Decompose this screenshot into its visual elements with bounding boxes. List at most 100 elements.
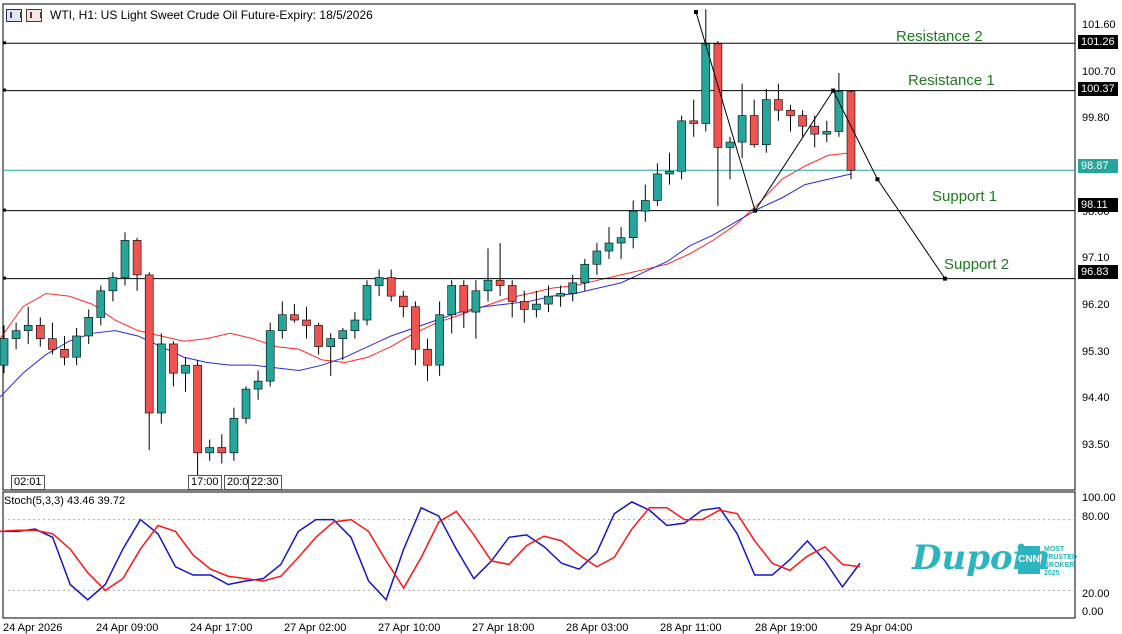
time-label: 29 Apr 04:00 xyxy=(850,622,913,634)
bear-candle xyxy=(519,301,529,310)
tagline-line: 2025 xyxy=(1044,570,1060,577)
chart-window-icon[interactable] xyxy=(6,8,22,22)
time-label: 28 Apr 11:00 xyxy=(660,622,722,634)
bear-candle xyxy=(749,115,759,146)
support-2-price: 96.83 xyxy=(1078,265,1118,279)
chart-title: WTI, H1: US Light Sweet Crude Oil Future… xyxy=(50,8,373,22)
bull-candle xyxy=(253,380,263,390)
projection-point xyxy=(875,177,880,182)
bear-candle xyxy=(48,338,57,350)
badge-tagline: MOST TRUSTED BROKER 2025 xyxy=(1044,546,1077,578)
level-anchor xyxy=(3,276,6,280)
bull-candle xyxy=(277,314,287,331)
bull-candle xyxy=(737,115,747,143)
price-tick: 101.60 xyxy=(1082,19,1116,31)
bull-candle xyxy=(72,335,81,358)
bear-candle xyxy=(144,274,154,414)
bear-candle xyxy=(798,115,807,127)
time-label: 28 Apr 19:00 xyxy=(755,622,818,634)
bull-candle xyxy=(761,99,771,146)
bear-candle xyxy=(60,348,69,358)
bear-candle xyxy=(495,279,505,286)
level-anchor xyxy=(3,208,6,212)
stoch-tick: 100.00 xyxy=(1082,492,1116,504)
bear-candle xyxy=(459,285,469,313)
bear-candle xyxy=(411,306,420,350)
projection-point xyxy=(753,208,758,213)
bear-candle xyxy=(507,285,517,302)
bull-candle xyxy=(447,285,457,316)
bull-candle xyxy=(628,210,638,239)
bull-candle xyxy=(350,319,360,331)
candlestick-series xyxy=(0,9,856,480)
stoch-d-line xyxy=(0,507,861,592)
bull-candle xyxy=(374,277,384,286)
fast-ma-line xyxy=(0,152,852,364)
bull-candle xyxy=(640,200,650,212)
support-1-price: 98.11 xyxy=(1078,198,1118,212)
bear-candle xyxy=(217,447,227,454)
support-2-label: Support 2 xyxy=(944,256,1010,273)
bull-candle xyxy=(604,242,614,252)
price-tick: 100.70 xyxy=(1082,66,1116,78)
bear-candle xyxy=(386,277,396,297)
time-label: 24 Apr 17:00 xyxy=(190,622,253,634)
bull-candle xyxy=(834,91,844,132)
bear-candle xyxy=(193,364,202,454)
tagline-line: BROKER xyxy=(1044,562,1075,569)
main-pane-border xyxy=(2,3,1076,491)
candles-icon[interactable] xyxy=(26,8,42,22)
time-label: 24 Apr 09:00 xyxy=(96,622,159,634)
support-1-label: Support 1 xyxy=(932,188,998,205)
time-label: 27 Apr 10:00 xyxy=(378,622,441,634)
bull-candle xyxy=(665,171,674,175)
projection-path xyxy=(694,9,947,281)
stochastic-pane xyxy=(0,501,1075,602)
bull-candle xyxy=(362,285,372,321)
bull-candle xyxy=(326,338,336,347)
tagline-line: MOST xyxy=(1044,546,1065,553)
projection-point xyxy=(694,9,698,14)
bull-candle xyxy=(108,277,118,292)
bull-candle xyxy=(532,303,541,310)
chart-frame xyxy=(2,3,1076,619)
chart-header: WTI, H1: US Light Sweet Crude Oil Future… xyxy=(6,5,373,25)
stoch-pane-border xyxy=(2,491,1076,619)
bull-candle xyxy=(592,250,602,265)
bear-candle xyxy=(398,295,408,308)
bull-candle xyxy=(580,263,590,284)
level-anchor xyxy=(3,41,6,45)
projection-point xyxy=(831,88,836,93)
bull-candle xyxy=(120,240,130,278)
stoch-tick: 80.00 xyxy=(1082,511,1110,523)
stoch-label: Stoch(5,3,3) 43.46 39.72 xyxy=(4,495,126,507)
bear-candle xyxy=(35,325,45,339)
current-price: 98.87 xyxy=(1078,159,1118,173)
bull-candle xyxy=(556,293,565,297)
stoch-k-line xyxy=(0,501,861,602)
level-anchor xyxy=(3,88,6,92)
bull-candle xyxy=(822,131,832,135)
stoch-tick: 0.00 xyxy=(1082,606,1104,618)
bear-candle xyxy=(689,120,699,124)
bull-candle xyxy=(0,338,9,366)
time-tag: 20:0 xyxy=(224,475,252,490)
bear-candle xyxy=(810,125,820,135)
resistance-1-price: 100.37 xyxy=(1078,82,1118,96)
bull-candle xyxy=(23,325,33,331)
price-tick: 95.30 xyxy=(1082,346,1110,358)
projection-point xyxy=(942,276,947,281)
bull-candle xyxy=(241,388,251,419)
cnn-badge: CNN xyxy=(1018,546,1040,574)
time-label: 27 Apr 18:00 xyxy=(472,622,535,634)
bull-candle xyxy=(435,314,444,366)
bull-candle xyxy=(483,279,493,292)
level-lines xyxy=(3,41,1075,280)
bull-candle xyxy=(157,343,166,414)
resistance-2-label: Resistance 2 xyxy=(896,28,983,45)
bull-candle xyxy=(181,364,190,374)
bear-candle xyxy=(290,314,299,321)
bear-candle xyxy=(774,99,783,111)
bull-candle xyxy=(725,141,735,148)
stoch-tick: 20.00 xyxy=(1082,588,1110,600)
